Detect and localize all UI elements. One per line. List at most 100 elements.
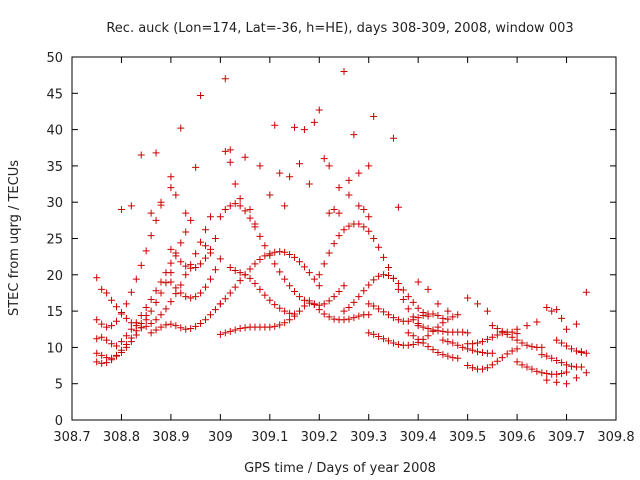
data-point-plus: [553, 356, 561, 364]
y-tick-label: 0: [55, 414, 63, 429]
data-point-plus: [389, 134, 397, 142]
data-point-plus: [98, 320, 106, 328]
data-point-plus: [419, 311, 427, 319]
data-point-plus: [192, 293, 200, 301]
data-point-plus: [365, 300, 373, 308]
data-point-plus: [152, 298, 160, 306]
data-point-plus: [340, 226, 348, 234]
data-point-plus: [113, 303, 121, 311]
data-point-plus: [286, 250, 294, 258]
data-point-plus: [488, 322, 496, 330]
data-point-plus: [444, 338, 452, 346]
data-point-plus: [310, 275, 318, 283]
x-tick-label: 309.1: [251, 430, 288, 445]
data-point-plus: [103, 289, 111, 297]
y-tick-label: 5: [55, 378, 63, 393]
data-point-plus: [543, 303, 551, 311]
data-point-plus: [127, 325, 135, 333]
data-point-plus: [394, 203, 402, 211]
data-point-plus: [414, 322, 422, 330]
data-point-plus: [295, 258, 303, 266]
data-point-plus: [464, 329, 472, 337]
data-point-plus: [266, 191, 274, 199]
data-point-plus: [192, 264, 200, 272]
data-point-plus: [320, 260, 328, 268]
data-point-plus: [439, 327, 447, 335]
data-point-plus: [572, 320, 580, 328]
data-point-plus: [167, 245, 175, 253]
data-point-plus: [226, 327, 234, 335]
data-point-plus: [478, 338, 486, 346]
data-point-plus: [216, 255, 224, 263]
data-point-plus: [281, 307, 289, 315]
data-point-plus: [246, 274, 254, 282]
data-point-plus: [577, 363, 585, 371]
data-point-plus: [271, 248, 279, 256]
data-point-plus: [483, 364, 491, 372]
data-point-plus: [370, 113, 378, 121]
data-point-plus: [567, 362, 575, 370]
data-point-plus: [345, 191, 353, 199]
data-point-plus: [187, 264, 195, 272]
data-point-plus: [365, 311, 373, 319]
data-point-plus: [375, 243, 383, 251]
data-point-plus: [488, 349, 496, 357]
data-point-plus: [192, 163, 200, 171]
data-point-plus: [108, 340, 116, 348]
data-point-plus: [177, 258, 185, 266]
data-point-plus: [572, 347, 580, 355]
data-point-plus: [152, 149, 160, 157]
data-point-plus: [385, 337, 393, 345]
data-point-plus: [404, 293, 412, 301]
data-point-plus: [187, 294, 195, 302]
data-point-plus: [266, 250, 274, 258]
data-point-plus: [350, 298, 358, 306]
x-tick-label: 309: [208, 430, 233, 445]
data-point-plus: [236, 269, 244, 277]
data-point-plus: [182, 262, 190, 270]
data-point-plus: [226, 289, 234, 297]
data-point-plus: [216, 213, 224, 221]
data-point-plus: [365, 213, 373, 221]
data-point-plus: [202, 226, 210, 234]
data-point-plus: [538, 369, 546, 377]
data-point-plus: [523, 363, 531, 371]
data-point-plus: [211, 306, 219, 314]
data-point-plus: [271, 121, 279, 129]
data-point-plus: [206, 245, 214, 253]
data-point-plus: [389, 339, 397, 347]
data-point-plus: [409, 340, 417, 348]
data-point-plus: [132, 327, 140, 335]
data-point-plus: [429, 326, 437, 334]
data-point-plus: [320, 310, 328, 318]
y-axis-label: STEC from uqrg / TECUs: [7, 160, 22, 316]
data-point-plus: [177, 124, 185, 132]
data-point-plus: [449, 354, 457, 362]
data-point-plus: [281, 248, 289, 256]
data-point-plus: [236, 195, 244, 203]
data-point-plus: [474, 339, 482, 347]
data-point-plus: [330, 205, 338, 213]
data-point-plus: [444, 307, 452, 315]
data-point-plus: [142, 322, 150, 330]
data-point-plus: [221, 75, 229, 83]
data-point-plus: [157, 289, 165, 297]
data-point-plus: [340, 316, 348, 324]
data-point-plus: [360, 205, 368, 213]
data-point-plus: [493, 357, 501, 365]
data-point-plus: [271, 301, 279, 309]
data-point-plus: [325, 162, 333, 170]
data-point-plus: [286, 173, 294, 181]
data-point-plus: [236, 325, 244, 333]
data-point-plus: [394, 280, 402, 288]
data-point-plus: [157, 278, 165, 286]
data-point-plus: [197, 289, 205, 297]
data-point-plus: [291, 287, 299, 295]
data-point-plus: [528, 343, 536, 351]
data-point-plus: [182, 271, 190, 279]
data-point-plus: [409, 316, 417, 324]
data-point-plus: [266, 323, 274, 331]
data-point-plus: [162, 279, 170, 287]
x-tick-label: 308.9: [152, 430, 189, 445]
data-point-plus: [172, 191, 180, 199]
